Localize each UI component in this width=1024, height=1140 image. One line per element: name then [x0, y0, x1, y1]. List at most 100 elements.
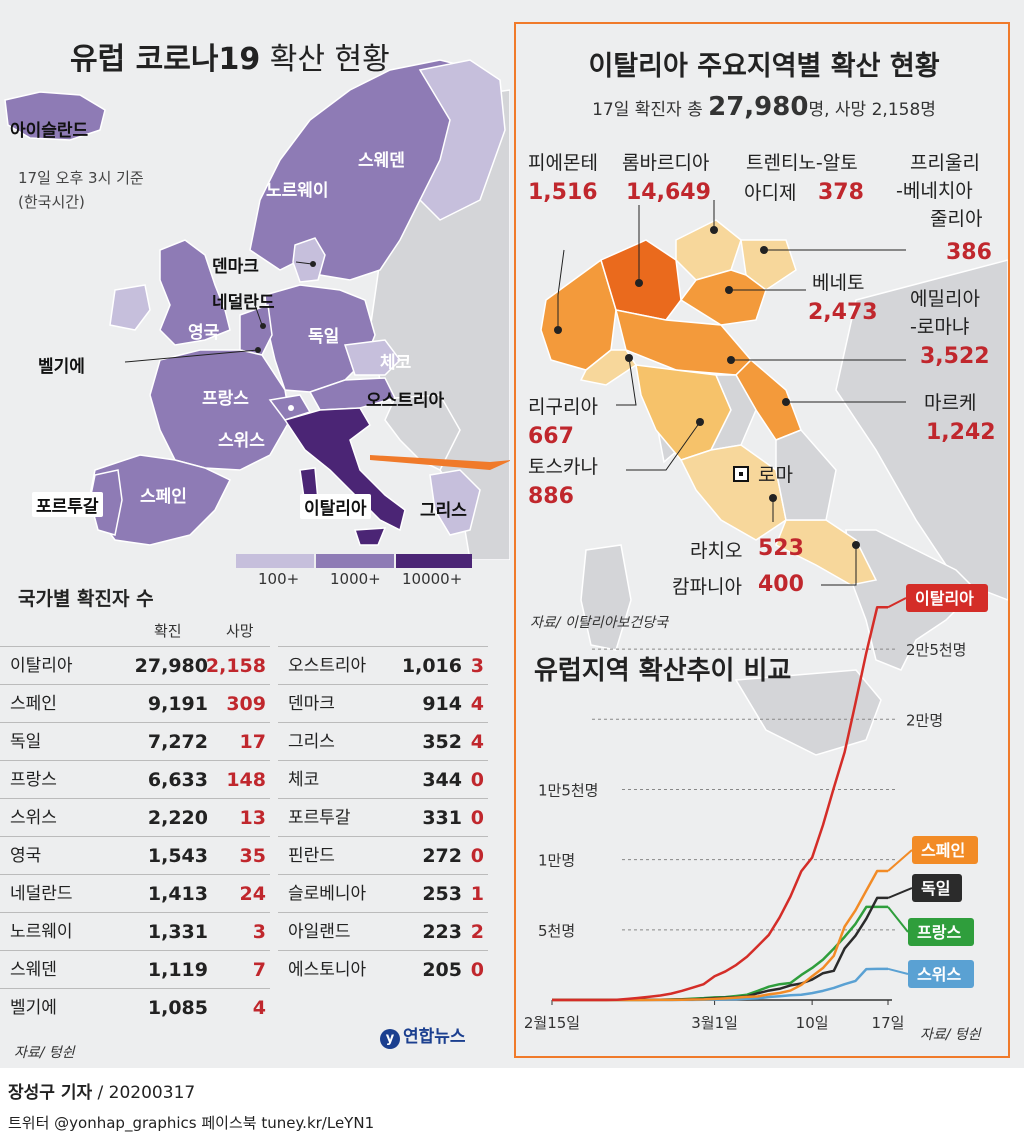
- confirmed-count: 1,331: [147, 921, 208, 943]
- yonhap-logo-icon: y: [380, 1029, 400, 1049]
- map-iceland: [4, 91, 106, 141]
- death-count: 4: [252, 997, 266, 1019]
- table-row: 에스토니아 205 0: [278, 950, 488, 988]
- region-value-emilia: 3,522: [920, 344, 990, 369]
- label-portugal: 포르투갈: [32, 492, 103, 517]
- italy-map-balkans: [835, 259, 1008, 601]
- series-name: 이탈리아: [915, 589, 974, 608]
- map-greece: [429, 469, 481, 536]
- x-tick-label: 10일: [796, 1014, 829, 1032]
- x-tick-label: 17일: [872, 1014, 905, 1032]
- region-label-trentino-1: 트렌티노-알토: [746, 152, 858, 174]
- table-row: 오스트리아 1,016 3: [278, 646, 488, 684]
- table-row: 그리스 352 4: [278, 722, 488, 760]
- region-lazio: [679, 444, 787, 541]
- country-name: 독일: [10, 732, 42, 752]
- region-value-lazio: 523: [758, 536, 804, 561]
- country-name: 노르웨이: [10, 922, 73, 942]
- country-name: 네덜란드: [10, 884, 73, 904]
- table-row: 포르투갈 331 0: [278, 798, 488, 836]
- label-iceland: 아이슬란드: [10, 121, 89, 141]
- region-label-emilia-2: -로마냐: [910, 316, 970, 338]
- series-tag: 이탈리아: [906, 584, 988, 612]
- region-campania: [775, 519, 878, 586]
- map-netherlands-leader: [254, 304, 263, 326]
- confirmed-count: 1,119: [147, 959, 208, 981]
- confirmed-count: 331: [422, 807, 462, 829]
- map-ireland: [109, 284, 151, 331]
- region-value-piemonte: 1,516: [528, 180, 598, 205]
- death-count: 0: [470, 959, 484, 981]
- legend-swatch-10000: [396, 554, 472, 568]
- region-label-liguria: 리구리아: [528, 396, 598, 418]
- europe-title: 유럽 코로나19 확산 현황: [70, 42, 390, 77]
- country-name: 스위스: [10, 808, 57, 828]
- series-tag: 스위스: [908, 960, 974, 988]
- table-row: 영국 1,543 35: [0, 836, 270, 874]
- chart-source: 자료/ 텅쉰: [920, 1027, 981, 1043]
- death-count: 4: [470, 731, 484, 753]
- table-row: 스위스 2,220 13: [0, 798, 270, 836]
- y-tick-label: 5천명: [538, 922, 575, 940]
- label-greece: 그리스: [420, 501, 467, 521]
- country-name: 슬로베니아: [288, 884, 367, 904]
- map-denmark: [292, 237, 326, 283]
- map-italy: [283, 407, 406, 532]
- confirmed-count: 7,272: [147, 731, 208, 753]
- region-label-friuli-3: 줄리아: [930, 208, 983, 230]
- country-name: 스페인: [10, 694, 57, 714]
- label-czech: 체코: [380, 353, 412, 373]
- country-name: 이탈리아: [10, 656, 73, 676]
- series-name: 스위스: [917, 965, 961, 984]
- series-tag-leader: [887, 906, 909, 933]
- leader-piemonte: [557, 249, 565, 330]
- country-name: 포르투갈: [288, 808, 351, 828]
- series-tag: 독일: [912, 874, 962, 902]
- series-tag: 스페인: [912, 836, 978, 864]
- series-tag-leader: [887, 597, 907, 609]
- confirmed-count: 205: [422, 959, 462, 981]
- region-value-toscana: 886: [528, 484, 574, 509]
- region-piemonte: [540, 258, 617, 371]
- confirmed-count: 352: [422, 731, 462, 753]
- map-uk: [159, 239, 231, 346]
- series-tag-leader: [887, 887, 913, 899]
- label-austria: 오스트리아: [366, 391, 445, 411]
- italy-map-sicily: [734, 669, 882, 756]
- legend-label-1000: 1000+: [330, 570, 381, 588]
- label-belgium: 벨기에: [38, 357, 85, 377]
- death-count: 3: [252, 921, 266, 943]
- confirmed-count: 272: [422, 845, 462, 867]
- region-label-campania: 캄파니아: [672, 576, 742, 598]
- italy-map-sardinia: [580, 544, 632, 651]
- region-value-lombardia: 14,649: [626, 180, 711, 205]
- region-label-toscana: 토스카나: [528, 456, 598, 478]
- region-veneto: [679, 269, 767, 326]
- table-row: 스페인 9,191 309: [0, 684, 270, 722]
- table-row: 독일 7,272 17: [0, 722, 270, 760]
- map-france: [149, 349, 291, 471]
- table-row: 체코 344 0: [278, 760, 488, 798]
- y-tick-label: 1만5천명: [538, 781, 599, 799]
- country-name: 에스토니아: [288, 960, 367, 980]
- y-tick-label: 2만5천명: [906, 641, 967, 659]
- confirmed-count: 344: [422, 769, 462, 791]
- series-name: 스페인: [921, 841, 965, 860]
- country-name: 체코: [288, 770, 320, 790]
- region-label-lazio: 라치오: [690, 540, 743, 562]
- italy-subtitle: 17일 확진자 총 27,980명, 사망 2,158명: [592, 92, 936, 122]
- table-title: 국가별 확진자 수: [18, 588, 154, 610]
- rome-label: 로마: [758, 464, 793, 486]
- label-norway: 노르웨이: [266, 181, 329, 201]
- europe-map: [4, 59, 510, 560]
- confirmed-count: 1,016: [401, 655, 462, 677]
- confirmed-count: 9,191: [147, 693, 208, 715]
- death-count: 13: [239, 807, 266, 829]
- legend-label-10000: 10000+: [402, 570, 463, 588]
- region-label-lombardia: 롬바르디아: [622, 152, 710, 174]
- social-links: 트위터 @yonhap_graphics 페이스북 tuney.kr/LeYN1: [8, 1114, 375, 1132]
- death-count: 0: [470, 845, 484, 867]
- label-denmark: 덴마크: [212, 257, 259, 277]
- death-count: 0: [470, 769, 484, 791]
- death-count: 7: [252, 959, 266, 981]
